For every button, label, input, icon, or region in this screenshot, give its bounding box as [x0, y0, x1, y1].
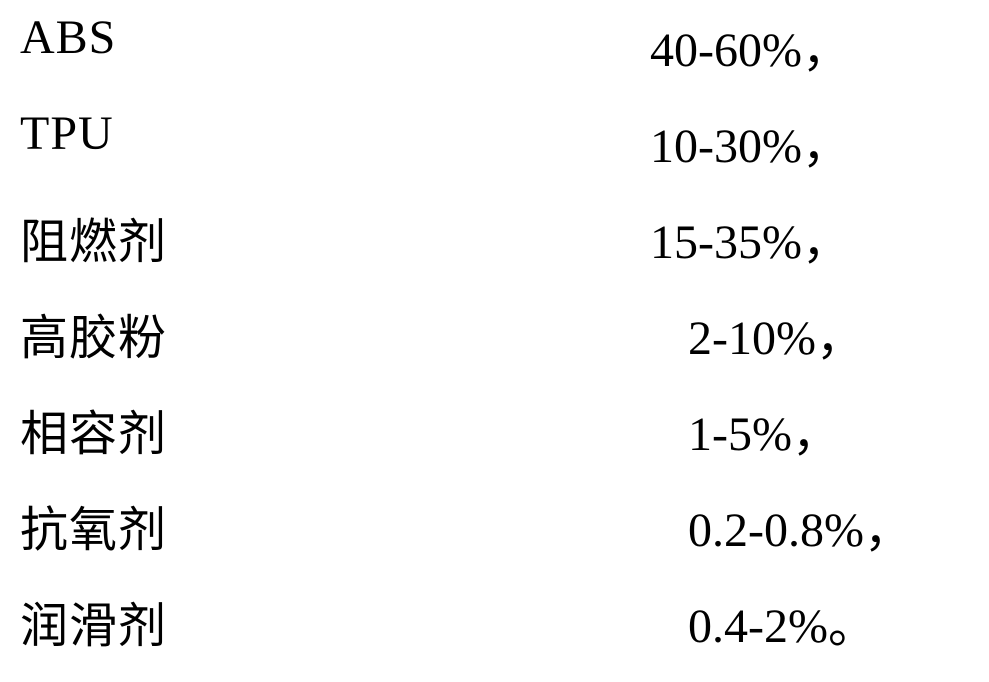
row-label: ABS — [20, 10, 116, 65]
row-value: 40-60%， — [650, 10, 850, 80]
row-label: 润滑剂 — [20, 586, 167, 656]
row-value: 10-30%， — [650, 106, 850, 176]
row-label: 高胶粉 — [20, 298, 167, 368]
row-label: 抗氧剂 — [20, 490, 167, 560]
list-row: 相容剂 1-5%， — [20, 394, 969, 490]
row-label: TPU — [20, 106, 114, 161]
list-row: 高胶粉 2-10%， — [20, 298, 969, 394]
row-value: 2-10%， — [688, 298, 864, 368]
row-label: 相容剂 — [20, 394, 167, 464]
list-row: 润滑剂 0.4-2%。 — [20, 586, 969, 682]
row-label: 阻燃剂 — [20, 202, 167, 272]
row-value: 1-5%， — [688, 394, 840, 464]
row-value: 15-35%， — [650, 202, 850, 272]
row-value: 0.2-0.8%， — [688, 490, 912, 560]
row-value: 0.4-2%。 — [688, 586, 876, 656]
composition-list: ABS 40-60%， TPU 10-30%， 阻燃剂 15-35%， 高胶粉 2-10%， 相… — [0, 0, 989, 670]
list-row: ABS 40-60%， — [20, 10, 969, 106]
list-row: 抗氧剂 0.2-0.8%， — [20, 490, 969, 586]
list-row: 阻燃剂 15-35%， — [20, 202, 969, 298]
list-row: TPU 10-30%， — [20, 106, 969, 202]
